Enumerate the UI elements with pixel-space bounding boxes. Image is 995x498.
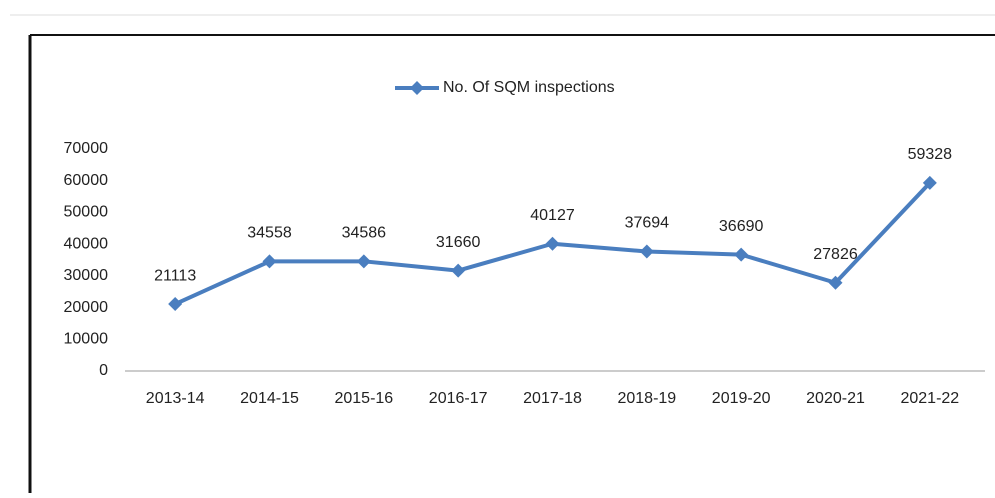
y-tick-label: 10000 bbox=[64, 331, 109, 348]
legend-marker bbox=[410, 81, 424, 95]
y-tick-label: 0 bbox=[99, 362, 108, 379]
x-tick-label: 2019-20 bbox=[712, 390, 771, 407]
marker bbox=[922, 175, 937, 190]
marker bbox=[828, 275, 843, 290]
data-label: 40127 bbox=[530, 207, 575, 224]
x-tick-label: 2020-21 bbox=[806, 390, 865, 407]
legend-label: No. Of SQM inspections bbox=[443, 79, 615, 96]
y-tick-label: 40000 bbox=[64, 235, 109, 252]
x-tick-label: 2021-22 bbox=[900, 390, 959, 407]
marker bbox=[734, 247, 749, 262]
x-tick-label: 2016-17 bbox=[429, 390, 488, 407]
marker bbox=[545, 236, 560, 251]
y-tick-label: 30000 bbox=[64, 267, 109, 284]
x-tick-label: 2017-18 bbox=[523, 390, 582, 407]
y-tick-label: 60000 bbox=[64, 172, 109, 189]
y-tick-label: 20000 bbox=[64, 299, 109, 316]
marker bbox=[356, 254, 371, 269]
data-label: 27826 bbox=[813, 246, 858, 263]
data-label: 59328 bbox=[908, 146, 953, 163]
marker bbox=[262, 254, 277, 269]
data-label: 31660 bbox=[436, 234, 481, 251]
marker bbox=[639, 244, 654, 259]
marker bbox=[451, 263, 466, 278]
x-tick-label: 2015-16 bbox=[334, 390, 393, 407]
data-label: 34586 bbox=[342, 225, 387, 242]
y-tick-label: 70000 bbox=[64, 140, 109, 157]
data-label: 21113 bbox=[154, 267, 196, 284]
y-tick-label: 50000 bbox=[64, 204, 109, 221]
x-tick-label: 2018-19 bbox=[617, 390, 676, 407]
x-tick-label: 2013-14 bbox=[146, 390, 205, 407]
data-label: 37694 bbox=[625, 215, 670, 232]
data-label: 34558 bbox=[247, 225, 292, 242]
marker bbox=[168, 297, 183, 312]
x-tick-label: 2014-15 bbox=[240, 390, 299, 407]
data-label: 36690 bbox=[719, 218, 764, 235]
